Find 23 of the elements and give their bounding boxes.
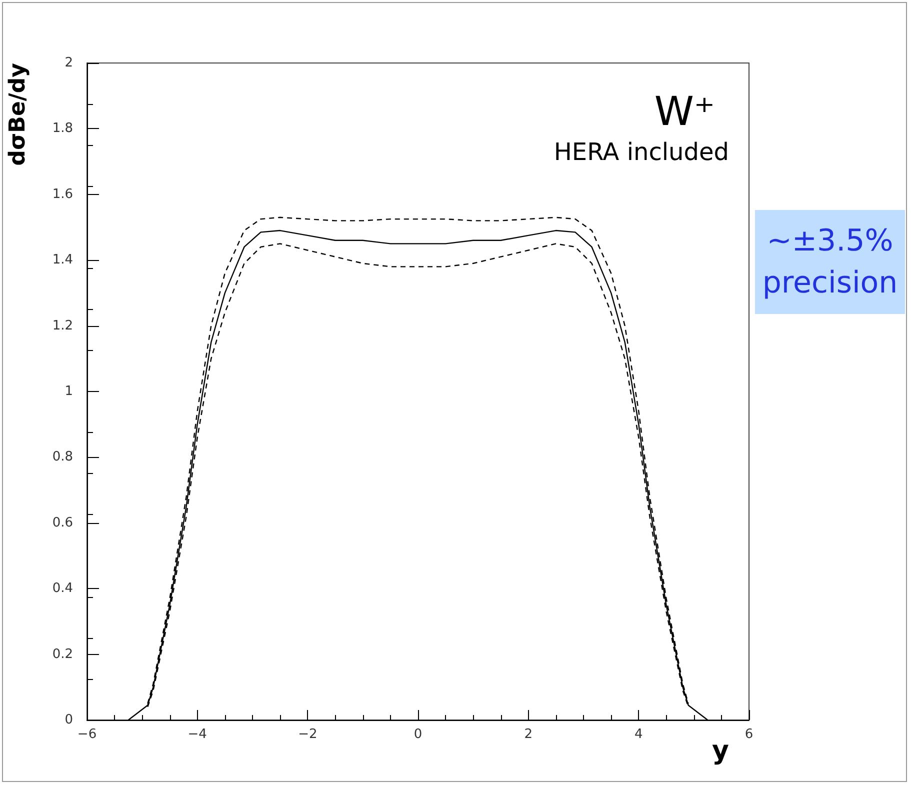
y-axis-title: dσBe/dy — [6, 63, 30, 166]
y-tick-label: 1.2 — [52, 318, 73, 334]
y-tick-label: 1 — [64, 384, 73, 399]
x-tick-label: 2 — [524, 727, 532, 742]
y-tick-label: 0.4 — [52, 581, 73, 596]
x-tick-label: −4 — [188, 727, 207, 742]
y-tick-label: 1.4 — [52, 252, 73, 268]
x-tick-label: −6 — [77, 727, 97, 742]
y-tick-label: 2 — [64, 56, 73, 70]
y-tick-label: 0.2 — [52, 646, 73, 662]
annotation: HERA included — [554, 138, 730, 166]
y-tick-label: 0 — [64, 712, 73, 728]
text: ~±3.5% precision — [762, 224, 898, 300]
x-tick-label: −2 — [298, 727, 318, 742]
y-tick-label: 0.8 — [52, 450, 73, 465]
x-axis-title: y — [712, 736, 730, 766]
y-tick-label: 1.6 — [52, 186, 73, 202]
x-tick-label: 4 — [634, 727, 643, 742]
y-tick-label: 1.8 — [52, 121, 73, 136]
y-tick-label: 0.6 — [52, 515, 73, 530]
annotation: W⁺ — [654, 89, 716, 135]
x-tick-label: 0 — [414, 727, 422, 742]
x-tick-label: 6 — [744, 727, 754, 742]
